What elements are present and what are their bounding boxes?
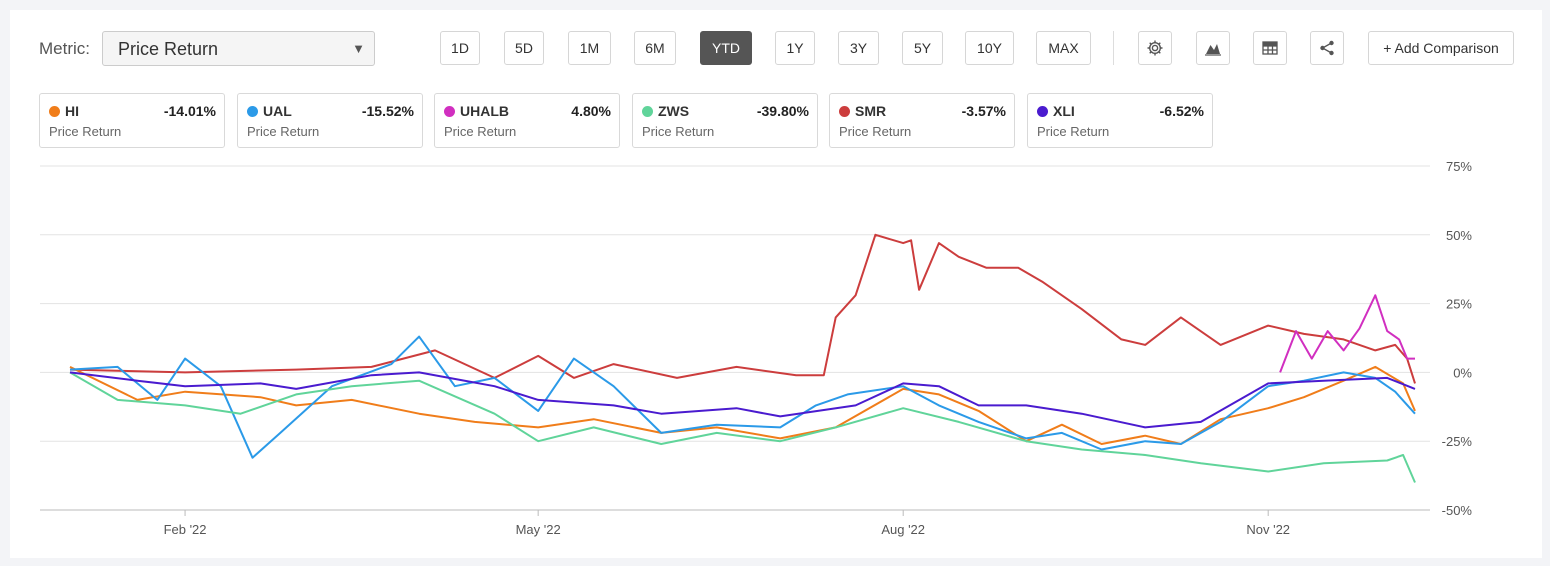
chevron-down-icon: ▼ — [352, 41, 365, 56]
y-tick-label: -25% — [1442, 434, 1473, 449]
range-label: 1M — [579, 40, 600, 56]
table-icon — [1261, 39, 1279, 57]
y-tick-label: 75% — [1446, 159, 1472, 174]
x-tick-label: Feb '22 — [164, 522, 207, 537]
range-button-5y[interactable]: 5Y — [902, 31, 943, 65]
x-tick-label: Nov '22 — [1246, 522, 1290, 537]
series-color-dot — [444, 106, 455, 117]
legend-ticker: SMR — [855, 103, 887, 119]
series-color-dot — [1037, 106, 1048, 117]
x-tick-label: May '22 — [516, 522, 561, 537]
range-button-10y[interactable]: 10Y — [965, 31, 1014, 65]
legend-ticker: HI — [65, 103, 79, 119]
table-view-button[interactable] — [1253, 31, 1287, 65]
legend-value: 4.80% — [571, 103, 611, 119]
legend-card-ual[interactable]: UAL -15.52% Price Return — [237, 93, 423, 148]
toolbar-divider — [1113, 31, 1114, 65]
legend-ticker: XLI — [1053, 103, 1075, 119]
legend-ticker: UAL — [263, 103, 292, 119]
series-color-dot — [49, 106, 60, 117]
metric-select-value: Price Return — [118, 39, 219, 59]
y-tick-label: 25% — [1446, 297, 1472, 312]
legend-metric: Price Return — [1037, 124, 1110, 139]
gear-icon — [1146, 39, 1164, 57]
legend-value: -15.52% — [361, 103, 414, 119]
legend-value: -14.01% — [163, 103, 216, 119]
legend-metric: Price Return — [49, 124, 122, 139]
range-label: YTD — [712, 40, 740, 56]
share-button[interactable] — [1310, 31, 1344, 65]
range-button-6m[interactable]: 6M — [634, 31, 676, 65]
settings-button[interactable] — [1138, 31, 1172, 65]
legend-card-zws[interactable]: ZWS -39.80% Price Return — [632, 93, 818, 148]
range-button-max[interactable]: MAX — [1036, 31, 1091, 65]
series-color-dot — [642, 106, 653, 117]
legend-metric: Price Return — [444, 124, 517, 139]
range-label: MAX — [1048, 40, 1079, 56]
series-line-xli[interactable] — [69, 371, 1416, 429]
legend-ticker: UHALB — [460, 103, 509, 119]
x-tick-label: Aug '22 — [881, 522, 925, 537]
series-color-dot — [839, 106, 850, 117]
legend-value: -39.80% — [756, 103, 809, 119]
add-comparison-label: + Add Comparison — [1383, 40, 1499, 56]
range-label: 5D — [515, 40, 533, 56]
legend-value: -3.57% — [961, 103, 1006, 119]
range-button-3y[interactable]: 3Y — [838, 31, 879, 65]
share-icon — [1318, 39, 1336, 57]
mountain-chart-icon — [1204, 39, 1222, 57]
range-button-ytd[interactable]: YTD — [700, 31, 752, 65]
metric-label: Metric: — [39, 39, 90, 58]
y-tick-label: 0% — [1453, 365, 1472, 380]
legend-ticker: ZWS — [658, 103, 690, 119]
legend-card-hi[interactable]: HI -14.01% Price Return — [39, 93, 225, 148]
range-button-5d[interactable]: 5D — [504, 31, 544, 65]
y-tick-label: 50% — [1446, 228, 1472, 243]
y-tick-label: -50% — [1442, 503, 1473, 518]
legend-value: -6.52% — [1159, 103, 1204, 119]
legend-metric: Price Return — [247, 124, 320, 139]
range-label: 6M — [645, 40, 665, 56]
series-line-uhalb[interactable] — [1279, 294, 1415, 373]
series-line-hi[interactable] — [69, 365, 1416, 445]
range-label: 1D — [451, 40, 469, 56]
legend-card-uhalb[interactable]: UHALB 4.80% Price Return — [434, 93, 620, 148]
chart-type-button[interactable] — [1196, 31, 1230, 65]
series-line-zws[interactable] — [69, 371, 1416, 483]
legend-card-xli[interactable]: XLI -6.52% Price Return — [1027, 93, 1213, 148]
range-button-1m[interactable]: 1M — [568, 31, 611, 65]
series-line-ual[interactable] — [69, 335, 1416, 459]
range-label: 10Y — [977, 40, 1002, 56]
add-comparison-button[interactable]: + Add Comparison — [1368, 31, 1514, 65]
series-color-dot — [247, 106, 258, 117]
range-label: 1Y — [786, 40, 804, 56]
series-line-smr[interactable] — [69, 233, 1416, 384]
range-button-1y[interactable]: 1Y — [775, 31, 815, 65]
legend-card-smr[interactable]: SMR -3.57% Price Return — [829, 93, 1015, 148]
legend-metric: Price Return — [642, 124, 715, 139]
range-label: 3Y — [849, 40, 868, 56]
legend-metric: Price Return — [839, 124, 912, 139]
metric-select[interactable]: Price Return ▼ — [102, 31, 375, 66]
range-label: 5Y — [913, 40, 932, 56]
range-button-1d[interactable]: 1D — [440, 31, 480, 65]
